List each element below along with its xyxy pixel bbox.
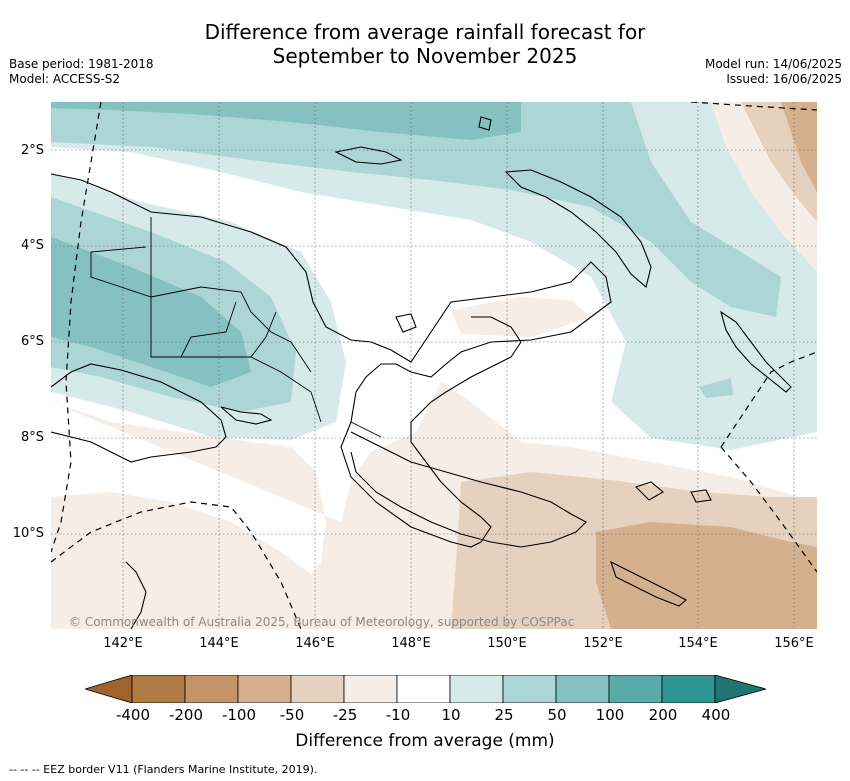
legend-tick: 10 (426, 706, 476, 724)
legend-swatch (662, 675, 715, 703)
lon-label-142e: 142°E (93, 636, 153, 651)
rainfall-map (51, 102, 817, 629)
legend-swatch (609, 675, 662, 703)
map-title-line-1: Difference from average rainfall forecas… (0, 20, 850, 44)
lat-label-8s: 8°S (0, 430, 44, 445)
legend-tick: -10 (373, 706, 423, 724)
island-north-2 (396, 314, 416, 332)
legend-title: Difference from average (mm) (0, 731, 850, 751)
lon-label-154e: 154°E (668, 636, 728, 651)
legend-tick: -100 (214, 706, 264, 724)
legend-swatch-min (85, 675, 132, 703)
legend-swatch (397, 675, 450, 703)
lat-label-2s: 2°S (0, 143, 44, 158)
lon-label-152e: 152°E (573, 636, 633, 651)
legend-swatch (503, 675, 556, 703)
lon-label-144e: 144°E (189, 636, 249, 651)
legend-tick: 25 (479, 706, 529, 724)
lat-label-6s: 6°S (0, 334, 44, 349)
legend-swatch (344, 675, 397, 703)
lat-label-10s: 10°S (0, 526, 44, 541)
meta-right: Model run: 14/06/2025 Issued: 16/06/2025 (705, 57, 842, 87)
model-name: Model: ACCESS-S2 (9, 72, 154, 87)
lon-label-156e: 156°E (764, 636, 824, 651)
base-period: Base period: 1981-2018 (9, 57, 154, 72)
lon-label-150e: 150°E (477, 636, 537, 651)
map-svg (51, 102, 817, 629)
legend-tick: 200 (638, 706, 688, 724)
legend-tick: -25 (320, 706, 370, 724)
legend-svg (85, 675, 766, 703)
legend-swatch (132, 675, 185, 703)
copyright-notice: © Commonwealth of Australia 2025, Bureau… (69, 615, 574, 629)
legend-tick: -400 (108, 706, 158, 724)
legend-swatch (238, 675, 291, 703)
legend-colorbar (85, 675, 766, 703)
legend-tick: -50 (267, 706, 317, 724)
legend-swatch (556, 675, 609, 703)
lon-label-148e: 148°E (381, 636, 441, 651)
eez-note: -- -- -- EEZ border V11 (Flanders Marine… (9, 763, 317, 776)
legend-tick: -200 (161, 706, 211, 724)
lon-label-146e: 146°E (285, 636, 345, 651)
model-run: Model run: 14/06/2025 (705, 57, 842, 72)
legend-tick: 100 (585, 706, 635, 724)
legend-swatch (450, 675, 503, 703)
legend-tick: 50 (532, 706, 582, 724)
legend-swatch (185, 675, 238, 703)
issued-date: Issued: 16/06/2025 (705, 72, 842, 87)
legend-swatches (85, 675, 766, 703)
legend-swatch (291, 675, 344, 703)
legend-swatch-max (715, 675, 766, 703)
legend-tick: 400 (691, 706, 741, 724)
meta-left: Base period: 1981-2018 Model: ACCESS-S2 (9, 57, 154, 87)
lat-label-4s: 4°S (0, 238, 44, 253)
